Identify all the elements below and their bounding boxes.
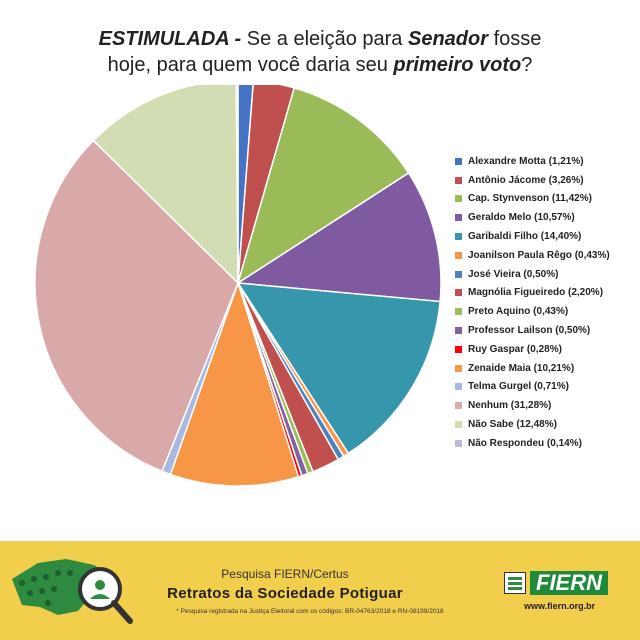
legend-label: Não Respondeu (0,14%) [468, 437, 582, 449]
footer-note: * Pesquisa registrada na Justiça Eleitor… [176, 608, 444, 615]
legend-item: Antônio Jácome (3,26%) [455, 171, 610, 190]
legend-swatch [455, 421, 462, 429]
title-part-2: Se a eleição para [241, 28, 408, 50]
legend-label: José Vieira (0,50%) [468, 268, 559, 280]
legend-label: Ruy Gaspar (0,28%) [468, 343, 562, 355]
fiern-logo-text: FIERN [530, 571, 608, 595]
legend-item: Preto Aquino (0,43%) [455, 302, 610, 321]
pie-slice [235, 171, 442, 303]
legend-item: Não Sabe (12,48%) [455, 415, 610, 434]
legend-label: Joanilson Paula Rêgo (0,43%) [468, 249, 610, 261]
footer-url[interactable]: www.fiern.org.br [524, 601, 596, 611]
legend-label: Não Sabe (12,48%) [468, 419, 557, 431]
legend-swatch [455, 233, 462, 241]
legend-label: Telma Gurgel (0,71%) [468, 381, 569, 393]
pie-slice [34, 139, 239, 473]
legend-label: Geraldo Melo (10,57%) [468, 212, 575, 224]
legend-item: Zenaide Maia (10,21%) [455, 359, 610, 378]
legend-item: Alexandre Motta (1,21%) [455, 152, 610, 171]
legend-swatch [455, 157, 462, 165]
fiern-emblem-icon [504, 572, 526, 594]
legend-label: Cap. Stynvenson (11,42%) [468, 193, 592, 205]
legend-swatch [455, 364, 462, 372]
legend-swatch [455, 214, 462, 222]
legend-swatch [455, 383, 462, 391]
legend-label: Garibaldi Filho (14,40%) [468, 231, 582, 243]
fiern-logo: FIERN [504, 571, 608, 595]
legend-label: Preto Aquino (0,43%) [468, 306, 569, 318]
legend-item: Cap. Stynvenson (11,42%) [455, 190, 610, 209]
legend-swatch [455, 345, 462, 353]
pie-slice [92, 85, 239, 285]
pie-slice [235, 85, 239, 284]
legend-label: Zenaide Maia (10,21%) [468, 362, 575, 374]
title-part-1: ESTIMULADA - [98, 28, 242, 50]
legend-swatch [455, 308, 462, 316]
legend-item: Nenhum (31,28%) [455, 396, 610, 415]
legend-label: Alexandre Motta (1,21%) [468, 155, 584, 167]
legend-swatch [455, 195, 462, 203]
pie-slice [236, 87, 410, 285]
legend-item: Não Respondeu (0,14%) [455, 434, 610, 453]
footer-banner: Pesquisa FIERN/Certus Retratos da Socied… [0, 541, 640, 640]
pie-slice [169, 280, 300, 487]
legend-item: Telma Gurgel (0,71%) [455, 378, 610, 397]
title-part-6: primeiro voto [393, 54, 522, 76]
legend-swatch [455, 289, 462, 297]
footer-subtitle: Pesquisa FIERN/Certus [221, 567, 349, 581]
legend-item: José Vieira (0,50%) [455, 265, 610, 284]
chart-title: ESTIMULADA - Se a eleição para Senador f… [20, 26, 620, 78]
legend-label: Nenhum (31,28%) [468, 400, 552, 412]
pie-chart [34, 85, 442, 487]
legend-swatch [455, 327, 462, 335]
title-part-7: ? [521, 54, 533, 76]
legend-swatch [455, 402, 462, 410]
title-part-4: fosse [488, 28, 542, 50]
legend-item: Professor Lailson (0,50%) [455, 321, 610, 340]
title-part-3: Senador [407, 28, 489, 50]
legend-item: Magnólia Figueiredo (2,20%) [455, 284, 610, 303]
footer-title: Retratos da Sociedade Potiguar [167, 585, 403, 602]
legend-swatch [455, 439, 462, 447]
legend-label: Magnólia Figueiredo (2,20%) [468, 287, 604, 299]
legend-label: Professor Lailson (0,50%) [468, 325, 591, 337]
legend-swatch [455, 270, 462, 278]
map-magnifier-icon [12, 559, 133, 624]
legend-item: Ruy Gaspar (0,28%) [455, 340, 610, 359]
legend-swatch [455, 176, 462, 184]
legend-label: Antônio Jácome (3,26%) [468, 174, 584, 186]
title-part-5: hoje, para quem você daria seu [107, 54, 394, 76]
pie-slice [236, 282, 441, 455]
legend-item: Joanilson Paula Rêgo (0,43%) [455, 246, 610, 265]
chart-legend: Alexandre Motta (1,21%) Antônio Jácome (3… [455, 152, 610, 453]
legend-item: Geraldo Melo (10,57%) [455, 208, 610, 227]
legend-swatch [455, 251, 462, 259]
legend-item: Garibaldi Filho (14,40%) [455, 227, 610, 246]
